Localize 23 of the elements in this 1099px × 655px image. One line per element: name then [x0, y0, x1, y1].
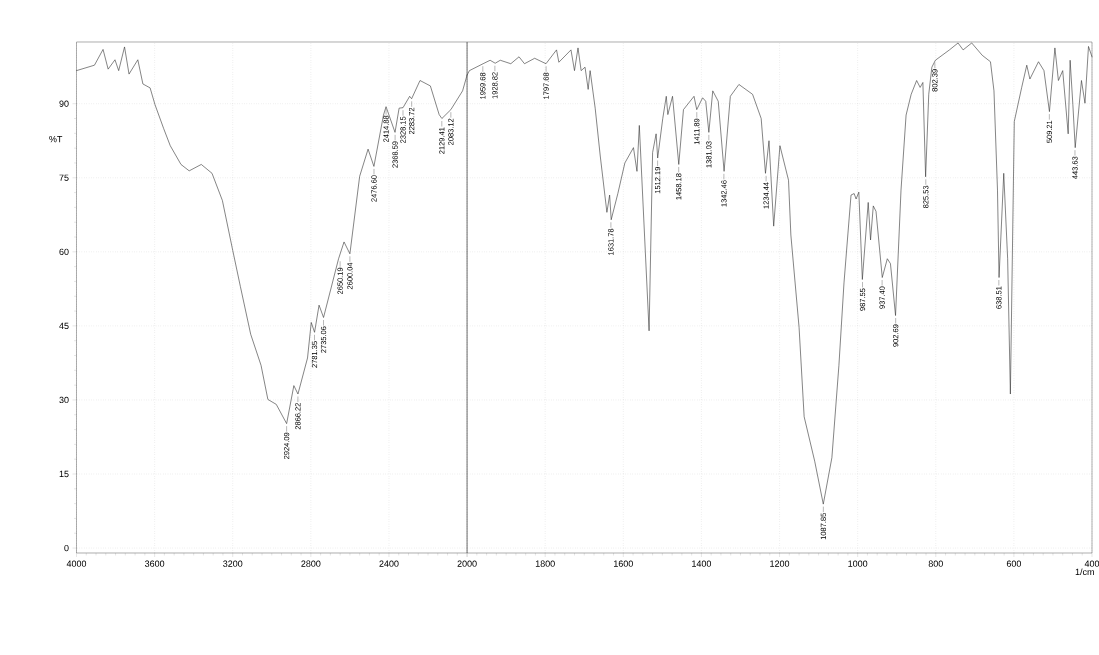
y-tick-label: 75 [59, 174, 69, 181]
y-tick-label: 90 [59, 100, 69, 107]
x-tick-label: 400 [1084, 560, 1099, 567]
x-tick-label: 1800 [535, 560, 555, 567]
x-axis-title: 1/cm [1075, 568, 1094, 576]
x-tick-label: 2000 [457, 560, 477, 567]
y-tick-label: 15 [59, 470, 69, 478]
x-tick-label: 2400 [379, 560, 399, 567]
x-tick-label: 1600 [614, 560, 633, 567]
x-tick-label: 1000 [848, 560, 868, 567]
x-tick-label: 800 [928, 560, 943, 567]
x-tick-label: 1400 [692, 560, 712, 567]
y-tick-label: 60 [59, 248, 69, 256]
x-tick-label: 1200 [770, 560, 790, 567]
y-tick-label: 45 [59, 322, 69, 330]
y-tick-label: 0 [64, 544, 69, 552]
y-tick-label: 30 [59, 396, 69, 404]
x-tick-label: 3200 [223, 560, 243, 567]
x-tick-label: 2800 [301, 560, 321, 567]
x-tick-label: 4000 [66, 560, 87, 567]
x-tick-label: 600 [1006, 560, 1022, 567]
y-axis-title: %T [49, 135, 63, 143]
x-tick-label: 3600 [144, 560, 165, 567]
